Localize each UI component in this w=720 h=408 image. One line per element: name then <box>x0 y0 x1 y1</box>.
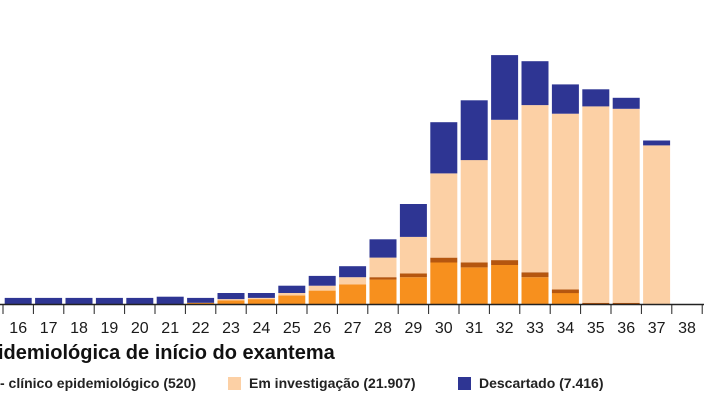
x-tick-label-33: 33 <box>526 320 544 337</box>
bar-descartado-20 <box>126 297 154 304</box>
x-tick-label-18: 18 <box>70 320 88 337</box>
bar-investigacao-34 <box>551 113 579 290</box>
bar-investigacao-26 <box>308 285 336 291</box>
bar-clinico-30 <box>430 262 458 304</box>
bar-investigacao-32 <box>491 119 519 261</box>
bar-descartado-25 <box>278 285 306 293</box>
bar-descartado-28 <box>369 239 397 258</box>
bar-descartado-27 <box>339 266 367 278</box>
bar-investigacao-30 <box>430 173 458 258</box>
legend-label-descartado: Descartado (7.416) <box>479 375 604 391</box>
x-tick-label-35: 35 <box>587 320 605 337</box>
x-tick-label-24: 24 <box>253 320 271 337</box>
bar-investigacao-35 <box>582 106 610 303</box>
bar-descartado-18 <box>65 297 93 304</box>
bar-clinico-29 <box>399 277 427 304</box>
bar-marker-30 <box>430 257 458 263</box>
bar-investigacao-27 <box>339 277 367 285</box>
bar-descartado-22 <box>187 297 215 303</box>
legend-label-clinico: - clínico epidemiológico (520) <box>0 375 197 391</box>
bar-clinico-22 <box>187 302 215 304</box>
x-tick-label-28: 28 <box>374 320 392 337</box>
bar-clinico-24 <box>247 299 275 304</box>
x-tick-label-36: 36 <box>617 320 635 337</box>
legend-swatch-investigacao <box>228 376 241 390</box>
bar-descartado-34 <box>551 84 579 114</box>
bar-investigacao-37 <box>643 145 671 304</box>
stacked-bar-chart: 16 17 18 19 20 21 22 23 24 25 26 27 28 29 30 31 32 33 34 35… <box>0 55 704 337</box>
legend: - clínico epidemiológico (520) Em invest… <box>0 375 720 399</box>
bar-descartado-17 <box>35 297 63 304</box>
bar-marker-34 <box>551 289 579 294</box>
x-tick-label-32: 32 <box>496 320 514 337</box>
bar-investigacao-28 <box>369 257 397 278</box>
x-tick-label-30: 30 <box>435 320 453 337</box>
bar-descartado-35 <box>582 89 610 107</box>
bar-descartado-16 <box>4 297 32 304</box>
bar-descartado-29 <box>399 204 427 237</box>
bar-clinico-26 <box>308 290 336 304</box>
bar-investigacao-25 <box>278 293 306 296</box>
bar-descartado-33 <box>521 61 549 106</box>
x-tick-label-22: 22 <box>192 320 210 337</box>
bar-clinico-25 <box>278 295 306 304</box>
bar-descartado-31 <box>460 100 488 161</box>
x-tick-label-37: 37 <box>648 320 666 337</box>
legend-item-descartado: Descartado (7.416) <box>458 375 604 391</box>
x-tick-label-20: 20 <box>131 320 149 337</box>
x-axis-title: idemiológica de início do exantema <box>0 342 335 364</box>
bar-descartado-24 <box>247 293 275 298</box>
x-tick-label-38: 38 <box>678 320 696 337</box>
x-tick-label-17: 17 <box>40 320 58 337</box>
x-tick-label-34: 34 <box>557 320 575 337</box>
x-tick-label-29: 29 <box>405 320 423 337</box>
bar-investigacao-36 <box>612 108 640 303</box>
bar-descartado-21 <box>156 296 184 304</box>
bar-clinico-34 <box>551 293 579 304</box>
bar-marker-32 <box>491 260 519 265</box>
bar-investigacao-33 <box>521 105 549 273</box>
legend-label-investigacao: Em investigação (21.907) <box>249 375 416 391</box>
x-tick-label-21: 21 <box>161 320 179 337</box>
legend-swatch-descartado <box>458 376 471 390</box>
legend-item-clinico: - clínico epidemiológico (520) <box>0 375 196 391</box>
bar-descartado-30 <box>430 122 458 174</box>
bar-investigacao-24 <box>247 297 275 300</box>
x-axis-ticks: 16 17 18 19 20 21 22 23 24 25 26 27 28 29 30 31 32 33 34 35… <box>2 304 703 337</box>
bar-descartado-23 <box>217 293 245 300</box>
bar-descartado-26 <box>308 275 336 286</box>
x-tick-label-25: 25 <box>283 320 301 337</box>
bar-clinico-33 <box>521 277 549 304</box>
bar-marker-36 <box>612 302 640 304</box>
bar-investigacao-31 <box>460 160 488 263</box>
bar-descartado-36 <box>612 97 640 109</box>
bar-marker-31 <box>460 262 488 268</box>
x-tick-label-23: 23 <box>222 320 240 337</box>
x-tick-label-19: 19 <box>101 320 119 337</box>
bar-clinico-27 <box>339 284 367 304</box>
x-tick-label-31: 31 <box>465 320 483 337</box>
bar-marker-29 <box>399 273 427 278</box>
bar-clinico-32 <box>491 265 519 304</box>
bar-clinico-31 <box>460 267 488 304</box>
bar-marker-28 <box>369 277 397 280</box>
bar-investigacao-29 <box>399 236 427 274</box>
bar-descartado-37 <box>643 140 671 146</box>
x-tick-label-26: 26 <box>313 320 331 337</box>
legend-item-investigacao: Em investigação (21.907) <box>228 375 416 391</box>
bar-descartado-19 <box>95 297 123 304</box>
bar-clinico-23 <box>217 300 245 304</box>
bar-descartado-32 <box>491 55 519 120</box>
bar-marker-33 <box>521 272 549 278</box>
bars-group <box>4 55 671 304</box>
x-tick-label-27: 27 <box>344 320 362 337</box>
bar-clinico-28 <box>369 279 397 304</box>
x-tick-label-16: 16 <box>9 320 27 337</box>
bar-marker-35 <box>582 302 610 304</box>
bar-investigacao-23 <box>217 299 245 301</box>
